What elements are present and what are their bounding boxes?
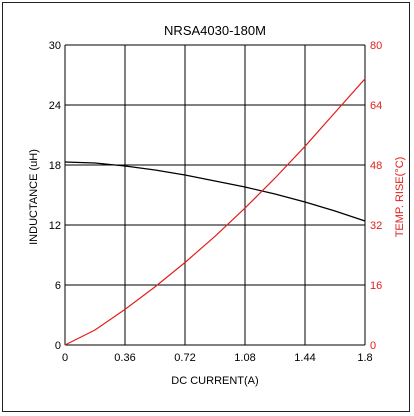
y-right-tick-label: 0 xyxy=(370,340,376,352)
y-right-tick-label: 80 xyxy=(370,40,382,52)
x-tick-label: 1.44 xyxy=(294,352,315,364)
y-left-tick-label: 24 xyxy=(49,100,61,112)
y-axis-right-label: TEMP. RISE(°C) xyxy=(394,157,406,238)
y-left-tick-label: 18 xyxy=(49,160,61,172)
x-tick-label: 0.36 xyxy=(114,352,135,364)
y-left-tick-label: 6 xyxy=(55,280,61,292)
series-group xyxy=(64,78,366,346)
temp-rise-series-line xyxy=(64,78,366,346)
chart-frame: NRSA4030-180M 0 0.36 0.72 1.08 1.44 1.8 0 6 12 18… xyxy=(2,2,410,412)
y-right-tick-label: 16 xyxy=(370,280,382,292)
y-right-tick-label: 64 xyxy=(370,100,382,112)
y-left-tick-label: 30 xyxy=(49,40,61,52)
y-right-tick-label: 32 xyxy=(370,220,382,232)
x-axis-label: DC CURRENT(A) xyxy=(171,375,258,387)
y-left-tick-label: 12 xyxy=(49,220,61,232)
y-left-tick-label: 0 xyxy=(55,340,61,352)
y-axis-left-label: INDUCTANCE (uH) xyxy=(28,149,40,245)
grid-lines xyxy=(64,44,366,346)
x-tick-label: 0.72 xyxy=(174,352,195,364)
x-tick-label: 0 xyxy=(62,352,68,364)
inductance-series-line xyxy=(64,161,366,222)
chart-title: NRSA4030-180M xyxy=(164,23,266,38)
x-tick-label: 1.8 xyxy=(357,352,372,364)
y-right-tick-label: 48 xyxy=(370,160,382,172)
tick-labels: 0 0.36 0.72 1.08 1.44 1.806121824300163248648… xyxy=(49,40,383,364)
inductance-temp-chart: NRSA4030-180M 0 0.36 0.72 1.08 1.44 1.8061218… xyxy=(28,23,406,387)
x-tick-label: 1.08 xyxy=(234,352,255,364)
